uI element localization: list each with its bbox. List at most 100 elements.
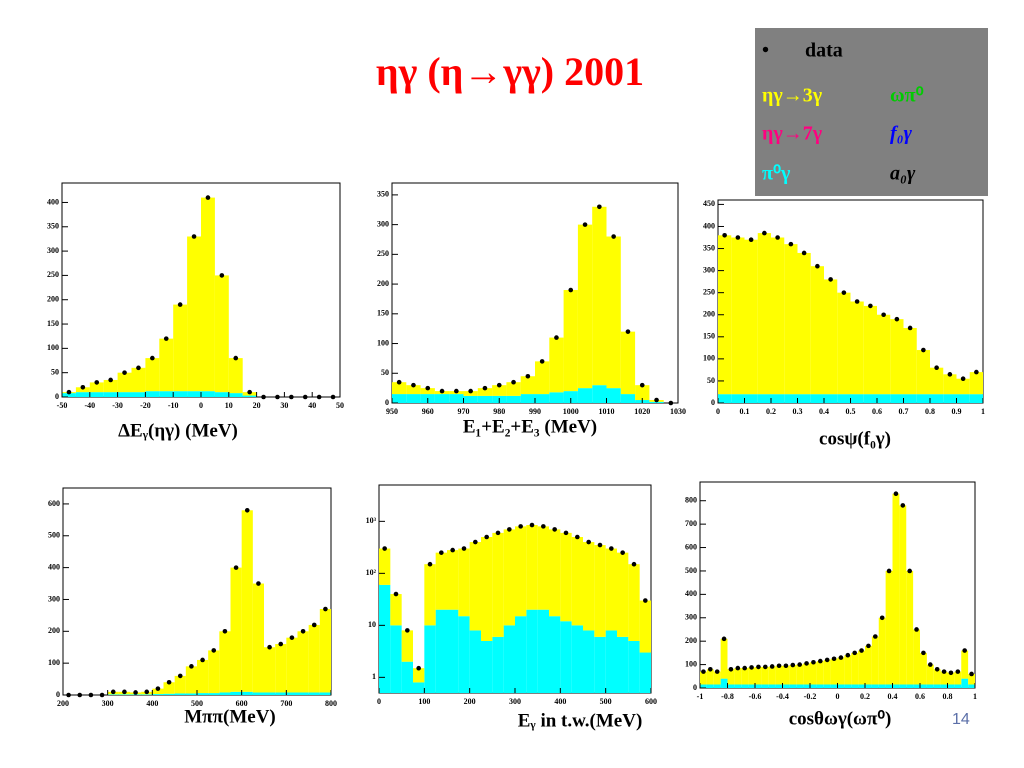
data-point (597, 542, 603, 548)
histogram-bar (117, 392, 132, 397)
histogram-bar (947, 684, 955, 688)
data-point (654, 397, 659, 403)
histogram-bar (920, 684, 927, 688)
histogram-bar (920, 652, 927, 685)
histogram-bar (850, 301, 864, 395)
histogram-bar (141, 694, 153, 695)
histogram-bar (628, 641, 640, 693)
data-point (416, 665, 421, 671)
histogram-bar (620, 331, 636, 395)
plot-frame (699, 481, 976, 689)
data-point (841, 290, 847, 295)
data-point (962, 648, 967, 653)
histogram-bar (506, 382, 521, 396)
x-tick-label: 980 (493, 407, 505, 416)
histogram-bar (577, 224, 593, 389)
data-point (907, 568, 912, 574)
y-tick-label: 600 (48, 499, 60, 508)
y-tick-label: 100 (685, 659, 697, 668)
histogram-bar (406, 385, 421, 395)
histogram-bar (563, 391, 578, 403)
x-tick-label: 1010 (599, 407, 615, 416)
histogram-bar (858, 650, 865, 685)
x-tick-label: 0 (836, 692, 840, 701)
data-point (450, 547, 455, 553)
data-point (311, 622, 317, 628)
x-tick-label: 0.8 (925, 407, 935, 416)
histogram-bar (463, 391, 478, 396)
y-tick-label: 100 (47, 343, 59, 352)
x-tick-label: 30 (280, 401, 288, 410)
histogram-bar (214, 392, 229, 397)
histogram-bar (784, 244, 798, 395)
data-point (609, 546, 614, 551)
histogram-bar (968, 684, 975, 688)
legend-entry: ωπ⁰ (890, 85, 924, 107)
histogram-bar (899, 684, 907, 688)
y-tick-label: 150 (377, 309, 389, 318)
x-tick-label: 50 (336, 401, 344, 410)
data-point (163, 336, 169, 341)
y-tick-label: 600 (685, 542, 697, 551)
data-point (852, 650, 857, 656)
data-point (783, 663, 789, 669)
histogram-bar (152, 688, 164, 695)
histogram-bar (741, 684, 749, 688)
histogram-bar (837, 657, 845, 685)
x-tick-label: 200 (464, 697, 476, 706)
x-tick-label: -40 (84, 401, 95, 410)
x-tick-label: 1000 (563, 407, 579, 416)
data-point (893, 491, 899, 497)
histogram-bar (700, 684, 707, 688)
histogram-bar (392, 394, 407, 403)
data-point (941, 669, 947, 674)
y-tick-label: 0 (56, 690, 60, 699)
histogram-bar (844, 655, 852, 685)
histogram-bar (201, 197, 215, 392)
x-axis-label: ΔEᵧ(ηγ) (MeV) (118, 420, 238, 441)
histogram-bar (424, 625, 436, 693)
histogram-bar (943, 374, 957, 395)
histogram-bar (187, 236, 201, 392)
data-point (818, 658, 823, 664)
histogram-bar (858, 684, 865, 688)
histogram-bar (469, 630, 481, 693)
data-point (323, 606, 328, 612)
x-tick-label: 0 (199, 401, 203, 410)
histogram-bar (731, 394, 745, 403)
x-tick-label: 0.2 (860, 692, 870, 701)
histogram-bar (520, 394, 535, 403)
data-point (914, 627, 919, 632)
histogram-bar (606, 388, 621, 403)
data-point (425, 385, 431, 391)
y-tick-label: 0 (55, 392, 59, 401)
histogram-bar (241, 510, 253, 692)
histogram-bar (913, 684, 920, 688)
histogram-bar (89, 392, 104, 397)
data-point (775, 235, 780, 240)
legend-entry: f₀γ (890, 123, 913, 145)
data-point (974, 369, 979, 375)
data-point (122, 370, 127, 375)
histogram-bar (275, 644, 287, 693)
histogram-bar (761, 666, 769, 685)
data-point (439, 388, 445, 394)
x-tick-label: -30 (112, 401, 123, 410)
histogram-bar (594, 545, 606, 637)
x-tick-label: 0.5 (846, 407, 856, 416)
histogram-bar (592, 385, 607, 403)
x-tick-label: 0.2 (766, 407, 776, 416)
data-point (507, 527, 512, 532)
histogram-bar (899, 505, 907, 685)
histogram-bar (926, 664, 934, 685)
histogram-bar (734, 684, 742, 688)
histogram-bar (264, 647, 276, 693)
histogram-bar (748, 684, 755, 688)
histogram-bar (230, 691, 242, 695)
y-tick-label: 10 (368, 620, 376, 629)
histogram-bar (197, 659, 209, 694)
histogram-bar (520, 376, 535, 395)
data-point (776, 663, 782, 669)
slide-title: ηγ (η→γγ) 2001 (376, 49, 644, 94)
